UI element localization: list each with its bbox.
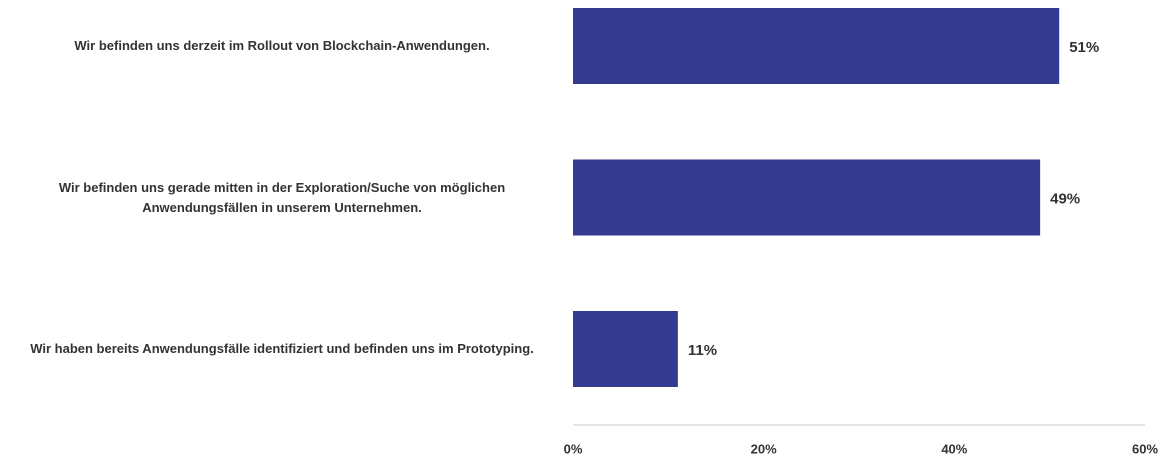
value-label: 11% [688, 342, 717, 359]
bar [573, 311, 678, 387]
bar [573, 8, 1060, 84]
x-tick-label: 0% [564, 441, 583, 456]
x-tick-label: 20% [751, 441, 777, 456]
bar [573, 159, 1041, 236]
x-tick-label: 60% [1132, 441, 1158, 456]
value-label: 49% [1050, 190, 1080, 207]
category-label: Wir befinden uns gerade mitten in der Ex… [58, 179, 506, 215]
x-tick-label: 40% [941, 441, 967, 456]
value-label: 51% [1069, 39, 1099, 56]
category-label: Wir befinden uns derzeit im Rollout von … [74, 38, 490, 53]
category-label: Wir haben bereits Anwendungsfälle identi… [30, 341, 534, 356]
